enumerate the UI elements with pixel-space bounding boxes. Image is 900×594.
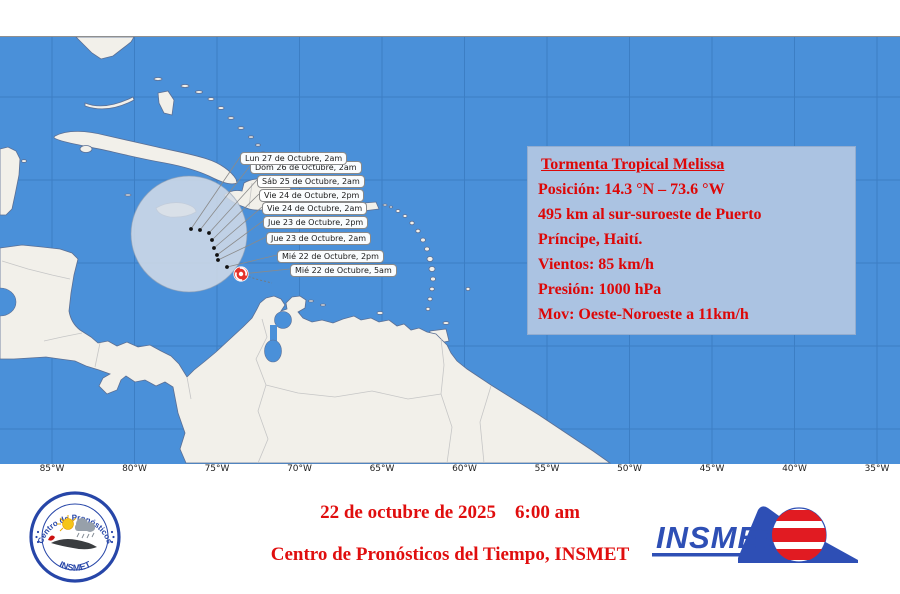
x-tick: 80°W <box>122 464 147 474</box>
x-tick: 85°W <box>39 464 65 474</box>
insmet-seal-logo: Centro de Pronósticos INSMET <box>29 491 121 583</box>
track-label-lun27-2am: Lun 27 de Octubre, 2am <box>240 152 348 165</box>
forecast-cone <box>130 175 248 293</box>
wordmark-underline <box>652 553 779 557</box>
x-tick: 60°W <box>452 464 477 474</box>
x-tick: 65°W <box>369 464 395 474</box>
gulf-fonseca <box>0 287 17 317</box>
cloud-icon <box>75 518 95 532</box>
cuba-silhouette <box>51 539 97 550</box>
florida <box>75 37 135 60</box>
track-label-vie24-2pm: Vie 24 de Octubre, 2pm <box>259 189 365 202</box>
storm-winds: Vientos: 85 km/h <box>538 256 654 273</box>
andros <box>157 90 175 116</box>
insmet-wordmark-logo: INSMET <box>652 506 858 563</box>
track-label-jue23-2pm: Jue 23 de Octubre, 2pm <box>263 216 369 229</box>
storm-distance-line2: Príncipe, Haití. <box>538 231 643 248</box>
x-tick: 55°W <box>534 464 560 474</box>
maracaibo-channel <box>270 325 277 342</box>
barbados <box>465 286 471 291</box>
issuing-center: Centro de Pronósticos del Tiempo, INSMET <box>270 544 630 565</box>
x-tick: 45°W <box>699 464 725 474</box>
storm-pressure: Presión: 1000 hPa <box>538 281 662 298</box>
florida-keys <box>84 96 135 110</box>
tocororo-bird-icon <box>48 535 55 541</box>
bays-and-lakes <box>0 287 292 363</box>
tropical-storm-icon <box>233 266 249 282</box>
label-connectors <box>190 156 291 275</box>
rain-icon <box>76 532 95 539</box>
svg-text:INSMET: INSMET <box>58 559 93 573</box>
isla-juventud <box>79 145 93 153</box>
seal-arc-text-bottom: INSMET <box>58 559 93 573</box>
track-label-mie22-5am: Mié 22 de Octubre, 5am <box>290 264 397 277</box>
central-south-america <box>0 244 612 464</box>
caribbean-map: Mié 22 de Octubre, 5am Mié 22 de Octubre… <box>0 36 900 464</box>
seal-stars <box>35 530 115 544</box>
x-tick: 75°W <box>204 464 230 474</box>
track-label-vie24-2am: Vie 24 de Octubre, 2am <box>262 202 368 215</box>
storm-title: Tormenta Tropical Melissa <box>541 156 725 173</box>
longitude-axis: 85°W 80°W 75°W 70°W 65°W 60°W 55°W 50°W … <box>0 464 900 478</box>
x-tick: 35°W <box>864 464 890 474</box>
forecast-points <box>189 227 229 269</box>
x-tick: 40°W <box>782 464 807 474</box>
track-label-sab25-2am: Sáb 25 de Octubre, 2am <box>257 175 365 188</box>
gulf-venezuela <box>274 311 292 329</box>
yucatan <box>0 146 21 216</box>
storm-distance-line1: 495 km al sur-suroeste de Puerto <box>538 206 762 223</box>
lake-maracaibo <box>264 339 282 363</box>
striped-storm-ball-icon <box>771 507 827 563</box>
issue-datetime: 22 de octubre de 2025 6:00 am <box>320 502 580 523</box>
storm-position: Posición: 14.3 °N – 73.6 °W <box>538 181 725 198</box>
storm-movement: Mov: Oeste-Noroeste a 11km/h <box>538 306 749 323</box>
sun-icon <box>57 515 77 532</box>
insmet-wordmark: INSMET <box>656 520 781 555</box>
cayman <box>124 193 132 197</box>
track-label-jue23-2am: Jue 23 de Octubre, 2am <box>266 232 372 245</box>
track-label-mie22-2pm: Mié 22 de Octubre, 2pm <box>277 250 384 263</box>
x-tick: 70°W <box>287 464 312 474</box>
country-borders <box>1 182 492 464</box>
storm-info-box: Tormenta Tropical Melissa Posición: 14.3… <box>527 146 856 335</box>
x-tick: 50°W <box>617 464 642 474</box>
tobago <box>442 321 450 325</box>
